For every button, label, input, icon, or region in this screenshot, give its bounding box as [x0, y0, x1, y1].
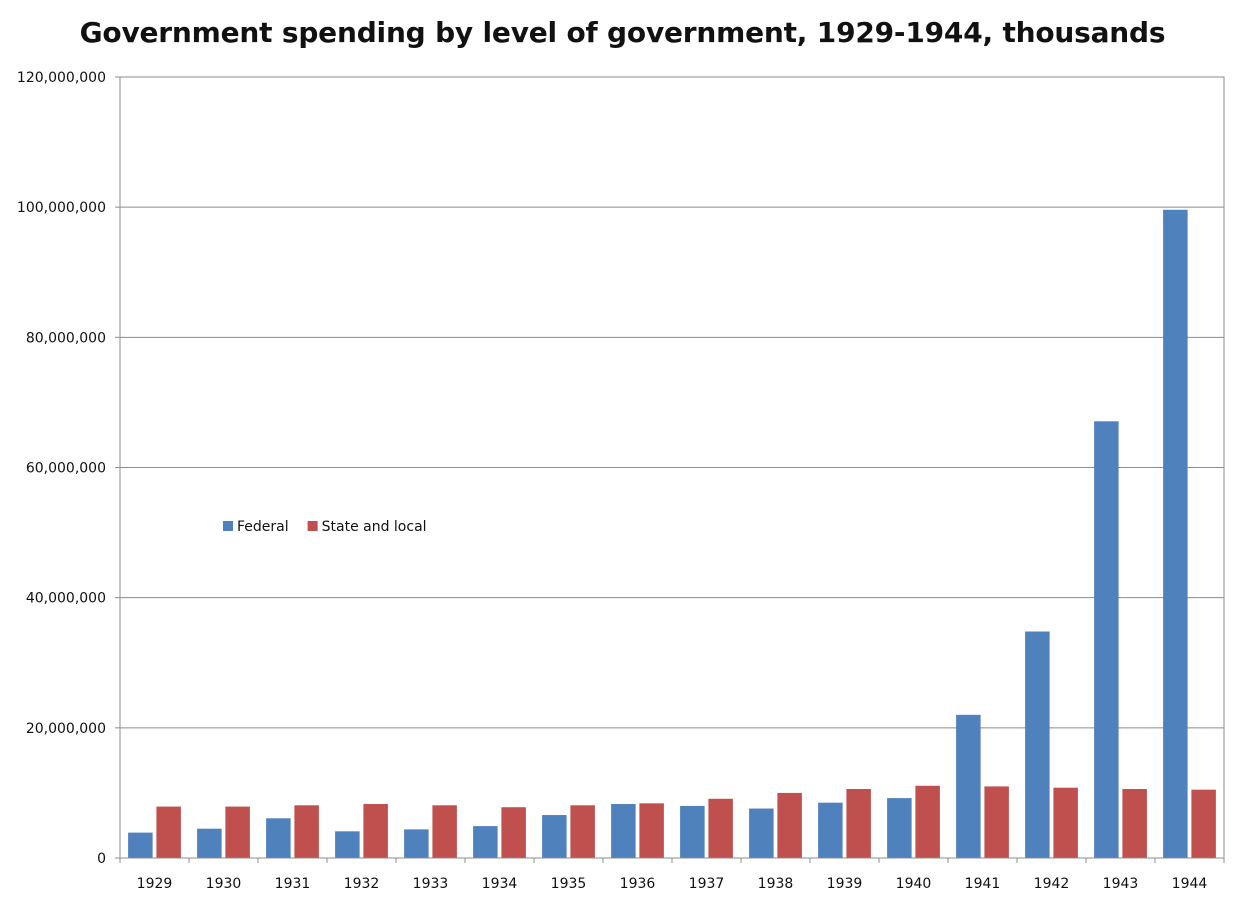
y-tick-label: 40,000,000: [26, 591, 106, 607]
x-tick-label: 1929: [137, 876, 173, 892]
x-tick-label: 1940: [896, 876, 932, 892]
bar-state-and-local-1943: [1122, 789, 1147, 858]
legend-label-federal: Federal: [237, 519, 289, 535]
y-tick-label: 120,000,000: [17, 70, 106, 86]
bar-federal-1939: [818, 802, 843, 858]
y-tick-label: 80,000,000: [26, 330, 106, 346]
x-tick-label: 1935: [551, 876, 587, 892]
bar-state-and-local-1935: [570, 805, 595, 858]
bar-state-and-local-1934: [501, 807, 526, 858]
x-tick-label: 1933: [413, 876, 449, 892]
bar-federal-1944: [1163, 209, 1188, 858]
y-tick-label: 60,000,000: [26, 461, 106, 477]
bars: [128, 209, 1216, 858]
x-tick-label: 1932: [344, 876, 380, 892]
x-tick-label: 1938: [758, 876, 794, 892]
bar-federal-1930: [197, 828, 222, 858]
bar-state-and-local-1937: [708, 798, 733, 858]
bar-state-and-local-1941: [984, 786, 1009, 858]
legend-label-state-and-local: State and local: [322, 519, 427, 535]
bar-federal-1929: [128, 832, 153, 858]
x-tick-label: 1934: [482, 876, 518, 892]
x-tick-label: 1937: [689, 876, 725, 892]
y-tick-label: 0: [97, 851, 106, 867]
bar-state-and-local-1944: [1191, 789, 1216, 858]
bar-state-and-local-1939: [846, 789, 871, 858]
bar-federal-1940: [887, 798, 912, 858]
bar-state-and-local-1932: [363, 803, 388, 858]
bar-federal-1936: [611, 803, 636, 858]
bar-state-and-local-1929: [156, 806, 181, 858]
legend-swatch-state-and-local: [307, 521, 318, 531]
bar-state-and-local-1931: [294, 805, 319, 858]
y-tick-label: 20,000,000: [26, 721, 106, 737]
x-tick-label: 1931: [275, 876, 311, 892]
bar-federal-1938: [749, 808, 774, 858]
bar-state-and-local-1938: [777, 792, 802, 858]
x-tick-label: 1930: [206, 876, 242, 892]
bar-state-and-local-1936: [639, 803, 664, 858]
bar-federal-1935: [542, 815, 567, 858]
x-tick-label: 1941: [965, 876, 1001, 892]
y-axis-ticks: 0 20,000,000 40,000,000 60,000,000 80,000,00…: [17, 70, 120, 867]
bar-state-and-local-1930: [225, 806, 250, 858]
bar-federal-1941: [956, 714, 981, 858]
x-tick-label: 1944: [1172, 876, 1208, 892]
bar-federal-1932: [335, 831, 360, 858]
bar-state-and-local-1933: [432, 805, 457, 858]
legend: Federal State and local: [223, 519, 427, 535]
x-tick-label: 1942: [1034, 876, 1070, 892]
bar-federal-1933: [404, 829, 429, 858]
legend-swatch-federal: [223, 521, 233, 531]
bar-federal-1942: [1025, 631, 1050, 858]
x-tick-label: 1939: [827, 876, 863, 892]
bar-federal-1931: [266, 818, 291, 858]
bar-federal-1937: [680, 805, 705, 858]
x-axis-ticks: 1929 1930 1931 1932 1933 1934 1935 1936 1937 1938…: [119, 858, 1225, 892]
bar-state-and-local-1940: [915, 785, 940, 858]
bar-federal-1934: [473, 826, 498, 858]
gridlines: [120, 76, 1224, 729]
x-tick-label: 1943: [1103, 876, 1139, 892]
y-tick-label: 100,000,000: [17, 200, 106, 216]
bar-state-and-local-1942: [1053, 787, 1078, 858]
bar-federal-1943: [1094, 421, 1119, 858]
x-tick-label: 1936: [620, 876, 656, 892]
chart-title: Government spending by level of governme…: [79, 16, 1166, 49]
